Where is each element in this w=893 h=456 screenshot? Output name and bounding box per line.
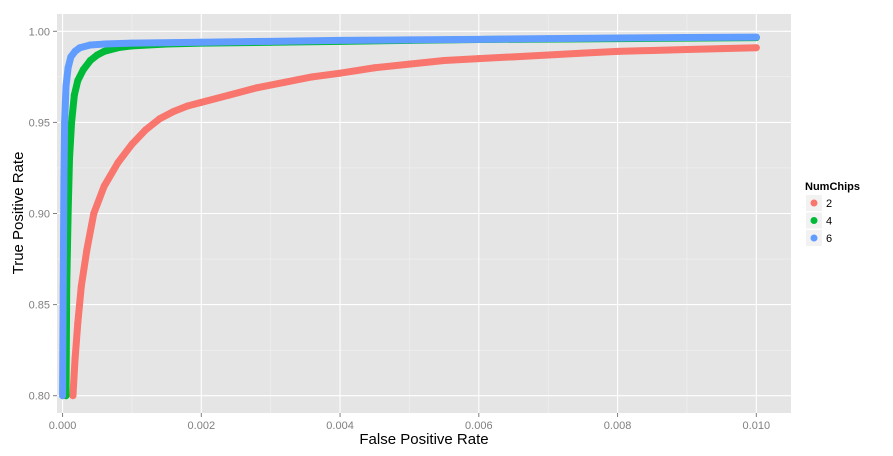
series-2-point (544, 51, 552, 59)
series-6-point (683, 34, 691, 41)
series-2-point (100, 182, 108, 190)
series-6-point (61, 118, 69, 126)
series-2-point (225, 91, 233, 99)
series-2-point (156, 115, 164, 123)
series-2-point (128, 140, 136, 148)
series-2-point (579, 49, 587, 57)
series-2-point (183, 102, 191, 110)
series-6-point (59, 392, 67, 400)
series-6-point (60, 173, 68, 181)
series-2-point (77, 282, 85, 290)
series-6-point (62, 82, 70, 90)
series-6-point (336, 36, 344, 44)
series-2-point (371, 64, 379, 72)
series-6-point (128, 39, 136, 47)
series-2-point (614, 47, 622, 55)
series-6-point (64, 64, 72, 72)
legend-key-4 (810, 217, 818, 224)
x-axis: 0.000 0.002 0.004 0.006 0.008 0.010 (49, 413, 770, 432)
series-6-point (100, 40, 108, 48)
series-2-point (170, 107, 178, 115)
series-2-point (718, 45, 726, 53)
series-2-point (142, 126, 150, 134)
series-6-point (71, 47, 79, 55)
legend-key-6 (810, 234, 818, 242)
series-6-point (405, 36, 413, 44)
series-4-point (70, 91, 78, 99)
series-4-point (79, 66, 87, 74)
y-tick-label: 0.80 (29, 391, 50, 403)
series-4-point (86, 56, 94, 64)
y-tick-label: 0.85 (29, 300, 50, 312)
series-6-point (67, 53, 75, 61)
series-2-point (83, 246, 91, 254)
series-2-point (253, 84, 261, 92)
legend-label-6: 6 (826, 233, 832, 245)
legend: NumChips 2 4 6 (805, 181, 860, 246)
series-2-point (336, 69, 344, 77)
series-2-point (281, 78, 289, 86)
y-axis: 0.80 0.85 0.90 0.95 1.00 (29, 26, 57, 403)
series-2-point (683, 46, 691, 54)
series-2-point (308, 73, 316, 81)
legend-title: NumChips (805, 181, 860, 193)
x-tick-label: 0.008 (604, 420, 632, 432)
series-2-point (197, 98, 205, 106)
series-6-point (76, 44, 84, 52)
legend-label-4: 4 (826, 216, 832, 228)
series-2-point (648, 46, 656, 54)
series-6-point (614, 34, 622, 42)
series-2-point (405, 60, 413, 68)
x-tick-label: 0.000 (49, 420, 77, 432)
series-4-point (68, 118, 76, 126)
series-2-point (69, 392, 77, 400)
series-6-point (197, 38, 205, 46)
series-4-point (65, 155, 73, 163)
series-2-point (71, 355, 79, 363)
series-6-point (267, 37, 275, 45)
series-6-point (86, 41, 94, 49)
series-2-point (74, 319, 82, 327)
legend-label-2: 2 (826, 198, 832, 210)
series-2-point (510, 53, 517, 61)
x-tick-label: 0.006 (465, 420, 493, 432)
x-tick-label: 0.010 (743, 420, 771, 432)
y-tick-label: 0.95 (29, 117, 50, 129)
x-tick-label: 0.004 (326, 420, 354, 432)
series-2-point (440, 56, 448, 64)
series-2-point (752, 44, 760, 52)
y-tick-label: 1.00 (29, 26, 50, 38)
series-2-point (114, 158, 122, 166)
series-layer (59, 33, 760, 400)
x-axis-title: False Positive Rate (359, 431, 488, 448)
series-6-point (475, 35, 483, 43)
series-2-point (90, 210, 98, 217)
series-6-point (752, 33, 760, 41)
series-6-point (59, 282, 67, 290)
series-2-point (475, 55, 483, 63)
series-4-point (74, 77, 82, 84)
x-tick-label: 0.002 (188, 420, 216, 432)
series-6-point (544, 35, 552, 43)
legend-key-2 (810, 199, 818, 207)
series-4-point (100, 47, 108, 55)
series-4-point (93, 51, 101, 59)
y-axis-title: True Positive Rate (10, 152, 27, 275)
y-tick-label: 0.90 (29, 209, 50, 221)
